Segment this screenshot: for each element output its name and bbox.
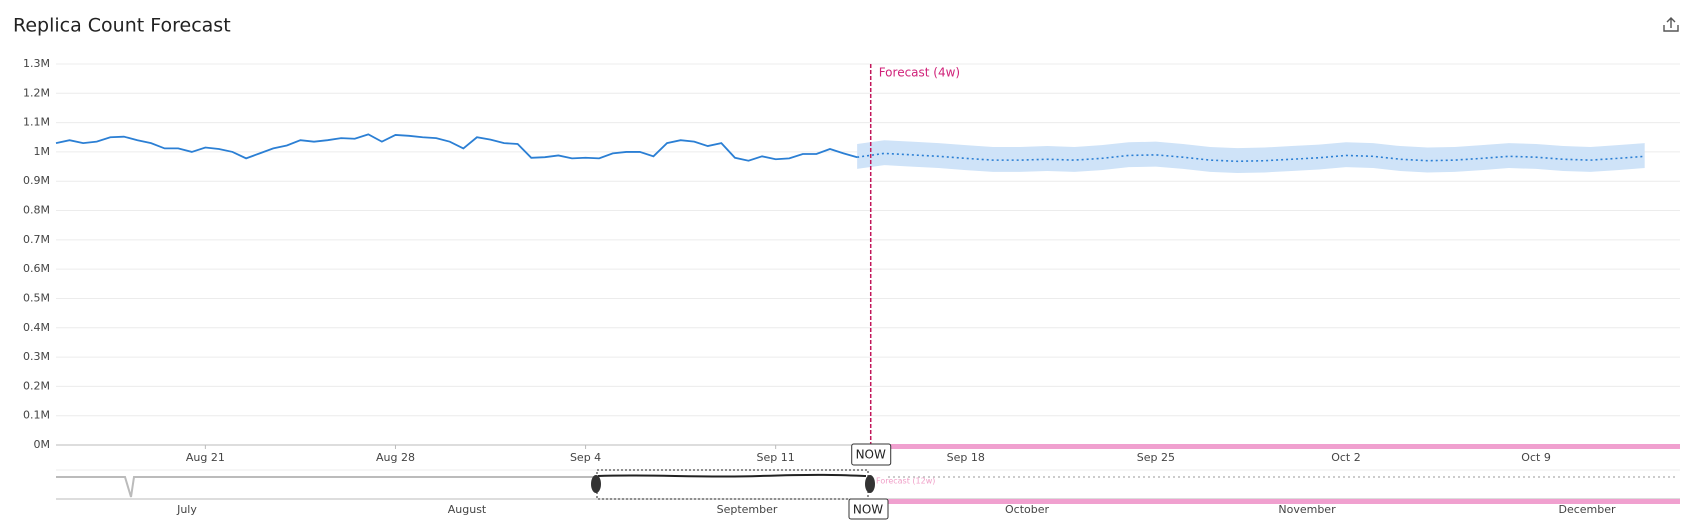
y-tick-label: 1M — [34, 145, 51, 158]
y-tick-label: 1.2M — [23, 86, 50, 99]
navigator-history — [56, 476, 596, 498]
export-button[interactable] — [1663, 17, 1679, 32]
navigator-handle[interactable] — [591, 475, 601, 493]
navigator-now-label: NOW — [853, 503, 883, 517]
x-tick-label: Aug 28 — [376, 451, 415, 464]
y-tick-label: 0.4M — [23, 321, 50, 334]
y-tick-label: 0.7M — [23, 233, 50, 246]
now-label: NOW — [856, 448, 886, 462]
y-tick-label: 0M — [34, 438, 51, 451]
chart-title: Replica Count Forecast — [13, 15, 231, 37]
y-tick-label: 0.5M — [23, 291, 50, 304]
y-tick-label: 0.9M — [23, 174, 50, 187]
y-tick-label: 0.3M — [23, 350, 50, 363]
forecast-band — [857, 140, 1645, 174]
y-tick-label: 0.1M — [23, 409, 50, 422]
x-tick-label: Sep 18 — [947, 451, 985, 464]
x-tick-label: Sep 25 — [1137, 451, 1175, 464]
navigator-forecast-range — [888, 499, 1680, 504]
x-tick-label: Sep 11 — [757, 451, 795, 464]
navigator-now-box — [848, 498, 889, 520]
x-tick-label: Oct 9 — [1521, 451, 1551, 464]
navigator-handle[interactable] — [865, 475, 875, 493]
now-box — [851, 443, 892, 466]
y-tick-label: 1.3M — [23, 57, 50, 70]
y-tick-label: 0.6M — [23, 262, 50, 275]
navigator-month-label: August — [448, 503, 487, 516]
x-tick-label: Oct 2 — [1331, 451, 1361, 464]
x-tick-label: Sep 4 — [570, 451, 601, 464]
navigator-month-label: October — [1005, 503, 1049, 516]
plot: 0M 0.1M 0.2M 0.3M 0.4M 0.5M 0.6M 0.7M 0.8M 0.9M 1M… — [23, 57, 1680, 466]
y-tick-label: 1.1M — [23, 116, 50, 129]
navigator-window-line — [597, 473, 867, 478]
navigator-month-label: December — [1558, 503, 1616, 516]
navigator-month-label: July — [176, 503, 197, 516]
export-icon — [1666, 17, 1676, 28]
navigator-month-label: September — [717, 503, 778, 516]
navigator-forecast-label: Forecast (12w) — [876, 477, 935, 486]
forecast-annotation: Forecast (4w) — [879, 66, 960, 80]
forecast-range — [870, 444, 1680, 449]
y-tick-label: 0.8M — [23, 204, 50, 217]
x-tick-label: Aug 21 — [186, 451, 225, 464]
forecast-line — [857, 152, 1645, 163]
navigator-month-label: November — [1278, 503, 1336, 516]
export-icon — [1663, 25, 1679, 32]
history-line — [55, 133, 858, 162]
y-tick-label: 0.2M — [23, 379, 50, 392]
